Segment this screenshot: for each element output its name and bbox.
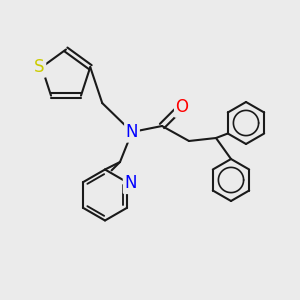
Text: O: O	[176, 98, 189, 116]
Text: N: N	[124, 174, 137, 193]
Text: S: S	[34, 58, 45, 76]
Text: N: N	[126, 123, 138, 141]
